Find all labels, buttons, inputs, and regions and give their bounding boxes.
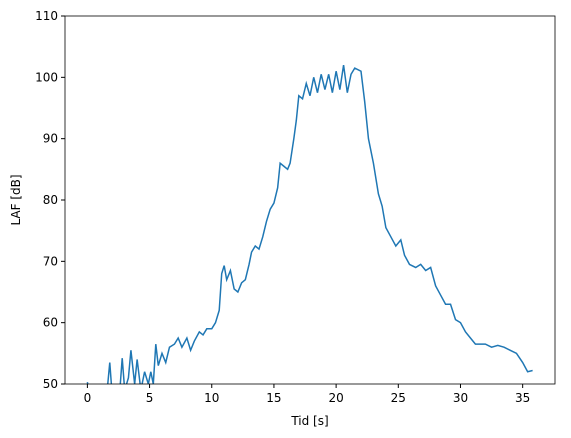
x-tick-label: 0 [84, 391, 92, 405]
x-tick-label: 5 [146, 391, 154, 405]
y-tick-label: 60 [43, 316, 58, 330]
x-tick-label: 15 [266, 391, 281, 405]
x-tick-label: 35 [515, 391, 530, 405]
plot-frame [64, 15, 556, 385]
y-tick-label: 70 [43, 254, 58, 268]
x-tick-label: 10 [204, 391, 219, 405]
data-line [86, 64, 533, 384]
x-tick-label: 25 [391, 391, 406, 405]
y-tick-label: 90 [43, 132, 58, 146]
x-tick-label: 20 [328, 391, 343, 405]
x-tick-label: 30 [453, 391, 468, 405]
y-tick-label: 50 [43, 377, 58, 391]
y-tick-label: 80 [43, 193, 58, 207]
y-tick-label: 100 [35, 70, 58, 84]
y-tick-label: 110 [35, 9, 58, 23]
y-axis-label: LAF [dB] [9, 174, 23, 225]
x-axis-label: Tid [s] [290, 414, 328, 428]
